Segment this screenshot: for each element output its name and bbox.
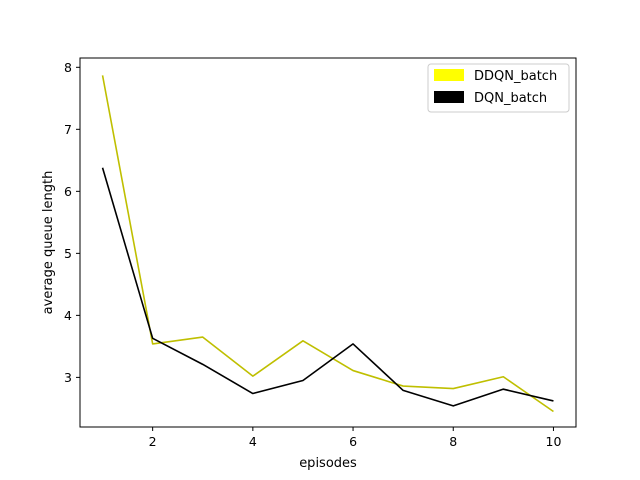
axes-frame xyxy=(79,57,577,428)
x-axis-label: episodes xyxy=(299,456,357,471)
y-tick-label: 5 xyxy=(64,246,72,261)
y-tick-label: 6 xyxy=(64,184,72,199)
legend-label-dqn-batch: DQN_batch xyxy=(474,91,547,106)
x-tick-label: 8 xyxy=(449,434,457,449)
legend-label-ddqn-batch: DDQN_batch xyxy=(474,69,557,84)
y-tick-label: 3 xyxy=(64,370,72,385)
y-tick-label: 7 xyxy=(64,122,72,137)
legend: DDQN_batch DQN_batch xyxy=(427,63,570,113)
series-line-ddqn-batch xyxy=(101,75,554,413)
legend-swatch-dqn-batch xyxy=(434,91,464,103)
legend-swatch-ddqn-batch xyxy=(434,69,464,81)
x-tick-label: 2 xyxy=(149,434,157,449)
y-tick-label: 8 xyxy=(64,60,72,75)
y-tick-label: 4 xyxy=(64,308,72,323)
plot-lines xyxy=(101,75,554,413)
y-axis-label: average queue length xyxy=(41,171,56,315)
x-tick-label: 4 xyxy=(249,434,257,449)
x-tick-label: 10 xyxy=(546,434,562,449)
y-axis-ticks: 3 4 5 6 7 8 xyxy=(64,60,80,385)
x-tick-label: 6 xyxy=(349,434,357,449)
series-line-dqn-batch xyxy=(101,167,554,407)
x-axis-ticks: 2 4 6 8 10 xyxy=(149,427,562,449)
